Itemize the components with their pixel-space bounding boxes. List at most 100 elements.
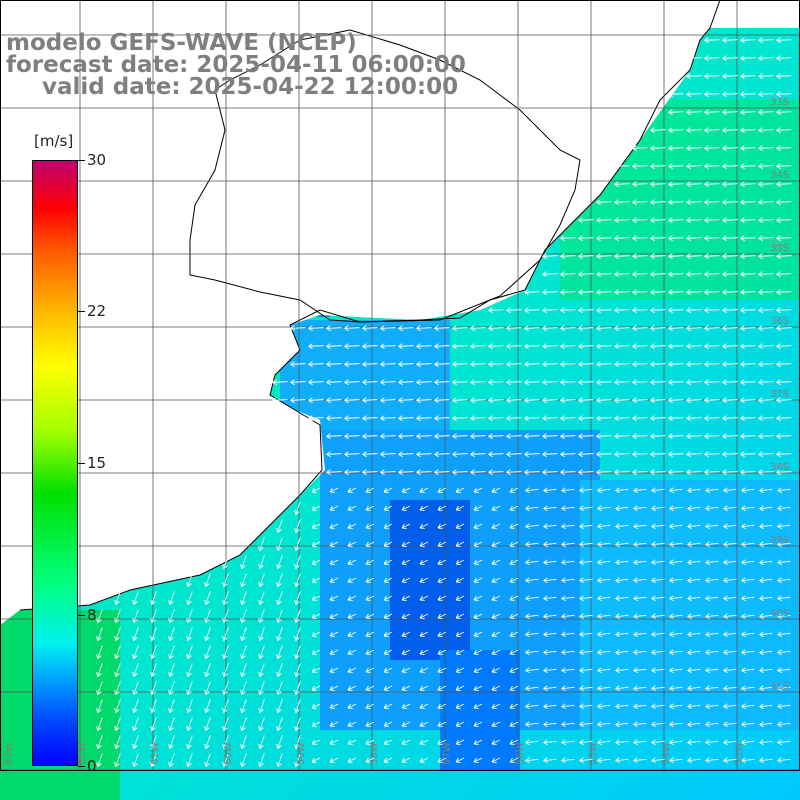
wind-arrow (722, 289, 738, 296)
wind-arrow (344, 415, 360, 422)
wind-arrow (491, 649, 501, 655)
wind-arrow (329, 595, 339, 601)
wind-arrow (258, 609, 265, 623)
latitude-label: 40S (770, 608, 789, 619)
wind-arrow (488, 451, 504, 458)
wind-arrow (578, 397, 594, 404)
wind-arrow (578, 361, 594, 368)
wind-arrow (723, 541, 737, 548)
wind-arrow (668, 415, 684, 422)
wind-arrow (186, 627, 193, 641)
wind-arrow (398, 415, 414, 422)
colorbar-tick-mark (78, 463, 85, 464)
wind-arrow (455, 505, 465, 511)
wind-arrow (150, 681, 157, 695)
wind-arrow (416, 469, 432, 476)
wind-arrow (669, 595, 683, 602)
wind-arrow (488, 361, 504, 368)
wind-arrow (633, 631, 647, 638)
wind-arrow (740, 55, 756, 62)
wind-arrow (525, 523, 539, 530)
wind-arrow (258, 735, 265, 749)
wind-arrow (434, 415, 450, 422)
wind-arrow (722, 361, 738, 368)
wind-arrow (437, 523, 447, 529)
wind-arrow (168, 645, 175, 659)
wind-arrow (759, 577, 773, 584)
wind-arrow (668, 433, 684, 440)
wind-arrow (668, 109, 684, 116)
wind-arrow (632, 199, 648, 206)
wind-arrow (326, 397, 342, 404)
wind-arrow (365, 505, 375, 511)
wind-arrow (455, 541, 465, 547)
wind-arrow (362, 379, 378, 386)
wind-arrow (596, 307, 612, 314)
wind-arrow (579, 667, 593, 674)
wind-arrow (416, 397, 432, 404)
wind-arrow (614, 379, 630, 386)
wind-arrow (509, 613, 519, 619)
wind-arrow (740, 163, 756, 170)
wind-arrow (150, 645, 157, 659)
wind-arrow (470, 325, 486, 332)
latitude-label: 41S (770, 681, 789, 692)
wind-arrow (759, 649, 773, 656)
wind-arrow (222, 627, 229, 641)
wind-arrow (615, 577, 629, 584)
wind-arrow (276, 555, 283, 569)
wind-arrow (650, 127, 666, 134)
wind-arrow (759, 721, 773, 728)
wind-arrow (579, 487, 593, 494)
wind-arrow (455, 577, 465, 583)
wind-arrow (329, 559, 339, 565)
wind-arrow (669, 523, 683, 530)
latitude-label: 37S (770, 389, 789, 400)
wind-arrow (380, 343, 396, 350)
wind-arrow (96, 717, 103, 731)
wind-arrow (597, 757, 611, 764)
wind-arrow (614, 271, 630, 278)
wind-arrow (758, 433, 774, 440)
wind-arrow (204, 681, 211, 695)
colorbar-tick-label: 15 (87, 454, 107, 472)
wind-arrow (276, 609, 283, 623)
wind-arrow (758, 253, 774, 260)
wind-arrow (614, 469, 630, 476)
wind-arrow (615, 595, 629, 602)
wind-arrow (383, 631, 393, 637)
colorbar-tick-mark (78, 766, 85, 767)
wind-arrow (347, 631, 357, 637)
wind-arrow (705, 721, 719, 728)
wind-arrow (114, 609, 121, 623)
wind-arrow (650, 397, 666, 404)
wind-arrow (614, 325, 630, 332)
wind-arrow (597, 541, 611, 548)
wind-arrow (759, 505, 773, 512)
wind-arrow (344, 361, 360, 368)
wind-arrow (311, 631, 321, 637)
wind-arrow (524, 307, 540, 314)
wind-arrow (524, 361, 540, 368)
wind-arrow (543, 487, 557, 494)
longitude-label: 54W (661, 742, 672, 765)
wind-arrow (776, 343, 792, 350)
wind-arrow (722, 91, 738, 98)
wind-arrow (543, 595, 557, 602)
wind-arrow (687, 577, 701, 584)
wind-arrow (455, 757, 465, 763)
wind-arrow (686, 91, 702, 98)
wind-arrow (704, 37, 720, 44)
wind-arrow (365, 487, 375, 493)
wind-arrow (776, 307, 792, 314)
wind-arrow (651, 559, 665, 566)
wind-arrow (705, 559, 719, 566)
wind-arrow (416, 361, 432, 368)
wind-arrow (258, 645, 265, 659)
wind-arrow (704, 325, 720, 332)
wind-arrow (651, 577, 665, 584)
wind-arrow (777, 613, 791, 620)
wind-arrow (669, 739, 683, 746)
wind-arrow (596, 271, 612, 278)
